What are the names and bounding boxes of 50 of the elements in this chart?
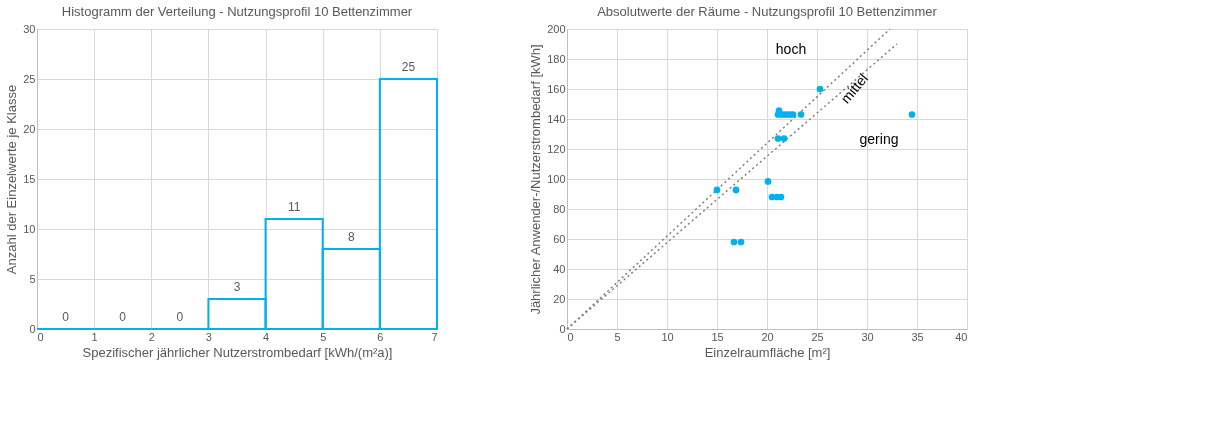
y-tick-label: 5 bbox=[29, 272, 36, 285]
y-tick-label: 25 bbox=[23, 72, 36, 85]
x-tick-label: 7 bbox=[431, 330, 438, 343]
x-tick-label: 0 bbox=[37, 330, 44, 343]
y-tick-label: 80 bbox=[553, 202, 566, 215]
y-tick-label: 10 bbox=[23, 222, 36, 235]
data-label: 0 bbox=[176, 310, 184, 324]
y-tick-label: 120 bbox=[547, 142, 566, 155]
data-label: 0 bbox=[62, 310, 70, 324]
x-axis-title: Spezifischer jährlicher Nutzerstrombedarf [kWh/(m²a)] bbox=[82, 344, 393, 360]
y-axis-title: Anzahl der Einzelwerte je Klasse bbox=[4, 84, 20, 275]
data-label: 3 bbox=[233, 280, 241, 294]
data-label: 25 bbox=[401, 60, 416, 74]
chart-title: Histogramm der Verteilung - Nutzungsprofil 10 Bettenzimmer bbox=[61, 4, 413, 19]
x-tick-label: 5 bbox=[320, 330, 327, 343]
y-tick-label: 60 bbox=[553, 232, 566, 245]
y-tick-label: 30 bbox=[23, 22, 36, 35]
annotation: gering bbox=[859, 131, 899, 147]
y-tick-label: 140 bbox=[547, 112, 566, 125]
y-tick-label: 15 bbox=[23, 172, 36, 185]
x-tick-label: 6 bbox=[377, 330, 384, 343]
y-tick-label: 100 bbox=[547, 172, 566, 185]
x-tick-label: 10 bbox=[661, 330, 674, 343]
x-tick-label: 25 bbox=[811, 330, 824, 343]
y-tick-label: 20 bbox=[23, 122, 36, 135]
data-label: 11 bbox=[287, 200, 301, 214]
y-tick-label: 200 bbox=[547, 22, 566, 35]
y-tick-label: 40 bbox=[553, 262, 566, 275]
y-axis-title: Jährlicher Anwender-/Nutzerstrombedarf [kWh] bbox=[528, 44, 544, 315]
x-axis-title: Einzelraumfläche [m²] bbox=[704, 344, 831, 360]
annotation: hoch bbox=[775, 41, 807, 57]
x-tick-label: 20 bbox=[761, 330, 774, 343]
x-tick-label: 40 bbox=[955, 330, 968, 343]
x-tick-label: 2 bbox=[148, 330, 155, 343]
data-label: 8 bbox=[347, 230, 355, 244]
y-tick-label: 0 bbox=[559, 322, 566, 335]
x-tick-label: 0 bbox=[567, 330, 574, 343]
x-tick-label: 15 bbox=[711, 330, 724, 343]
y-tick-label: 0 bbox=[29, 322, 36, 335]
x-tick-label: 5 bbox=[614, 330, 621, 343]
x-tick-label: 35 bbox=[911, 330, 924, 343]
y-tick-label: 160 bbox=[547, 82, 566, 95]
y-tick-label: 180 bbox=[547, 52, 566, 65]
data-label: 0 bbox=[119, 310, 127, 324]
x-tick-label: 30 bbox=[861, 330, 874, 343]
x-tick-label: 1 bbox=[91, 330, 98, 343]
x-tick-label: 4 bbox=[263, 330, 270, 343]
x-tick-label: 3 bbox=[205, 330, 212, 343]
chart-title: Absolutwerte der Räume - Nutzungsprofil 10 Bettenzimmer bbox=[597, 4, 938, 19]
y-tick-label: 20 bbox=[553, 292, 566, 305]
